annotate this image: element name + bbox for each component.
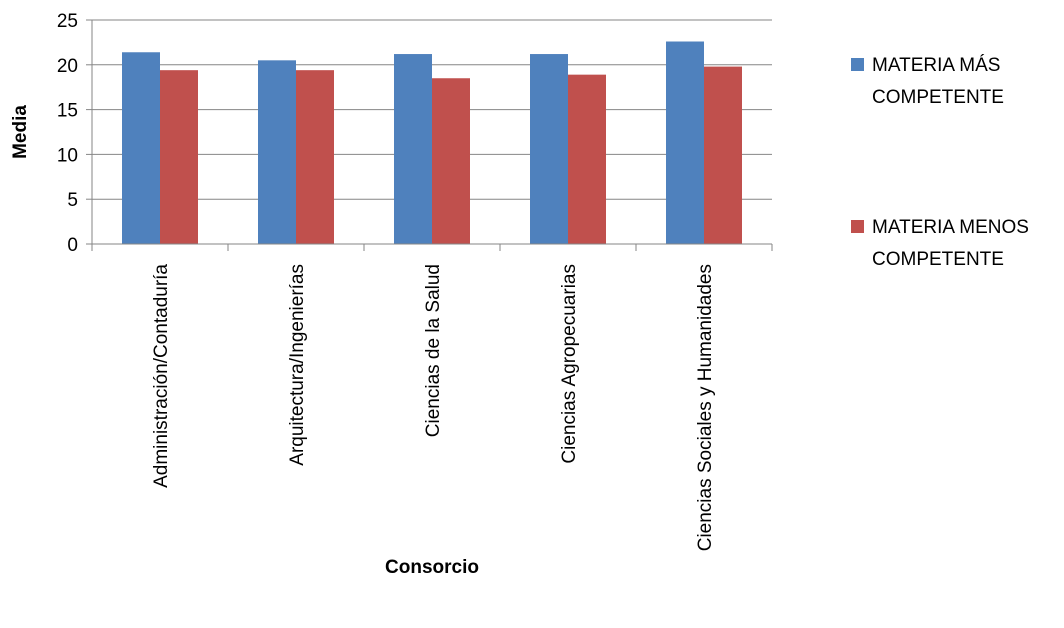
y-tick-label: 15 (57, 101, 78, 122)
legend-swatch (851, 58, 864, 71)
y-tick-label: 0 (67, 235, 78, 256)
bar-menos-0 (160, 70, 198, 245)
category-label: Ciencias Agropecuarias (559, 264, 580, 464)
category-label: Ciencias de la Salud (423, 264, 444, 437)
y-axis-title: Media (10, 105, 31, 159)
bar-mas-0 (122, 52, 160, 245)
legend-swatch (851, 220, 864, 233)
bar-menos-3 (568, 74, 606, 244)
bar-menos-1 (296, 70, 334, 245)
y-tick-label: 5 (67, 190, 78, 211)
legend-label: COMPETENTE (872, 87, 1004, 108)
y-tick-label: 25 (57, 11, 78, 32)
y-tick-label: 10 (57, 145, 78, 166)
y-tick-label: 20 (57, 56, 78, 77)
legend-label: COMPETENTE (872, 249, 1004, 270)
bar-menos-4 (704, 66, 742, 244)
x-axis-title: Consorcio (385, 557, 479, 578)
legend-label: MATERIA MENOS (872, 217, 1029, 238)
legend-label: MATERIA MÁS (872, 55, 1000, 76)
category-label: Arquitectura/Ingenierías (287, 264, 308, 466)
bar-mas-4 (666, 41, 704, 245)
bar-menos-2 (432, 78, 470, 245)
bar-mas-2 (394, 54, 432, 244)
bar-mas-1 (258, 60, 296, 244)
category-label: Ciencias Sociales y Humanidades (695, 264, 716, 551)
bar-mas-3 (530, 54, 568, 244)
category-label: Administración/Contaduría (151, 264, 172, 488)
